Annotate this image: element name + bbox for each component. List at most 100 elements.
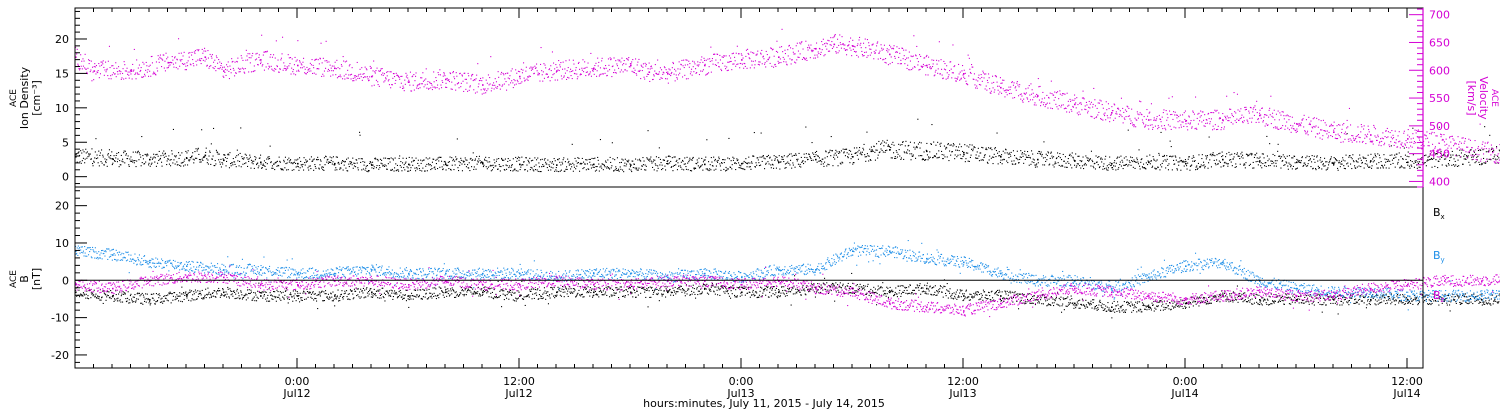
velocity-point (675, 70, 677, 72)
density-point (219, 161, 221, 163)
velocity-point (1048, 96, 1050, 98)
density-point (1037, 152, 1039, 154)
velocity-point (1348, 107, 1350, 109)
density-point (1352, 160, 1354, 162)
density-point (744, 161, 746, 163)
density-point (274, 169, 276, 171)
density-point (1291, 157, 1293, 159)
velocity-point (316, 68, 318, 70)
density-point (581, 157, 583, 159)
velocity-point (299, 61, 301, 63)
velocity-point (1205, 119, 1207, 121)
velocity-point (1118, 116, 1120, 118)
density-point (1492, 150, 1494, 152)
density-point (827, 152, 829, 154)
velocity-point (659, 78, 661, 80)
density-point (1030, 163, 1032, 165)
density-point (870, 150, 873, 153)
density-point (555, 169, 557, 171)
density-point (601, 163, 603, 165)
density-point (498, 158, 500, 160)
velocity-point (1166, 119, 1168, 121)
velocity-point (767, 59, 769, 61)
density-point (1298, 160, 1300, 162)
density-point (371, 167, 373, 169)
density-point (740, 167, 742, 169)
density-point (381, 163, 383, 165)
density-point (1357, 161, 1359, 163)
density-point (522, 164, 524, 166)
density-point (842, 162, 844, 164)
velocity-point (758, 64, 760, 66)
velocity-point (171, 62, 173, 64)
density-point (890, 147, 892, 149)
density-point (1004, 152, 1006, 154)
density-point (203, 156, 205, 158)
velocity-point (146, 65, 148, 67)
velocity-point (831, 41, 833, 43)
velocity-point (205, 58, 207, 60)
velocity-point (116, 67, 118, 69)
density-point (1427, 156, 1429, 158)
velocity-point (384, 80, 386, 82)
velocity-point (646, 75, 648, 77)
density-point (897, 153, 899, 155)
density-point (332, 161, 334, 163)
density-point (96, 154, 98, 156)
density-point (682, 160, 684, 162)
density-point (1418, 166, 1420, 168)
density-point (814, 156, 816, 158)
density-point (603, 165, 605, 167)
density-point (883, 145, 885, 147)
density-point (1063, 160, 1065, 162)
velocity-point (674, 68, 676, 70)
velocity-point (415, 72, 417, 74)
velocity-point (448, 81, 450, 83)
density-point (1458, 165, 1460, 167)
density-point (1094, 168, 1096, 170)
velocity-point (438, 74, 440, 76)
density-point (869, 159, 871, 161)
velocity-point (805, 57, 807, 59)
velocity-point (558, 60, 560, 62)
velocity-point (266, 50, 268, 52)
density-point (112, 158, 114, 160)
density-point (90, 158, 92, 160)
velocity-point (201, 48, 203, 50)
density-point (959, 154, 961, 156)
density-point (1317, 160, 1319, 162)
velocity-point (228, 78, 230, 80)
density-point (969, 144, 971, 146)
velocity-point (650, 65, 652, 67)
density-point (190, 157, 192, 159)
density-point (566, 166, 568, 168)
density-point (806, 157, 808, 159)
velocity-point (409, 71, 411, 73)
density-point (330, 161, 332, 163)
velocity-point (810, 49, 812, 51)
density-point (356, 159, 358, 161)
density-point (515, 156, 517, 158)
velocity-point (220, 65, 222, 67)
density-point (792, 162, 794, 164)
density-point (355, 166, 357, 168)
velocity-point (1138, 114, 1140, 116)
velocity-point (1277, 128, 1279, 130)
density-point (1295, 168, 1297, 170)
velocity-point (1129, 118, 1131, 120)
density-point (882, 140, 884, 142)
density-point (570, 163, 572, 165)
density-point (1415, 161, 1417, 163)
density-point (283, 159, 285, 161)
density-point (833, 154, 835, 156)
density-point (486, 168, 488, 170)
velocity-point (1153, 117, 1155, 119)
density-point (907, 149, 909, 151)
density-point (900, 158, 902, 160)
density-point (1318, 167, 1320, 169)
velocity-point (297, 64, 299, 67)
velocity-point (1048, 97, 1050, 99)
density-point (1031, 150, 1033, 152)
density-point (662, 168, 664, 170)
velocity-point (404, 79, 406, 81)
